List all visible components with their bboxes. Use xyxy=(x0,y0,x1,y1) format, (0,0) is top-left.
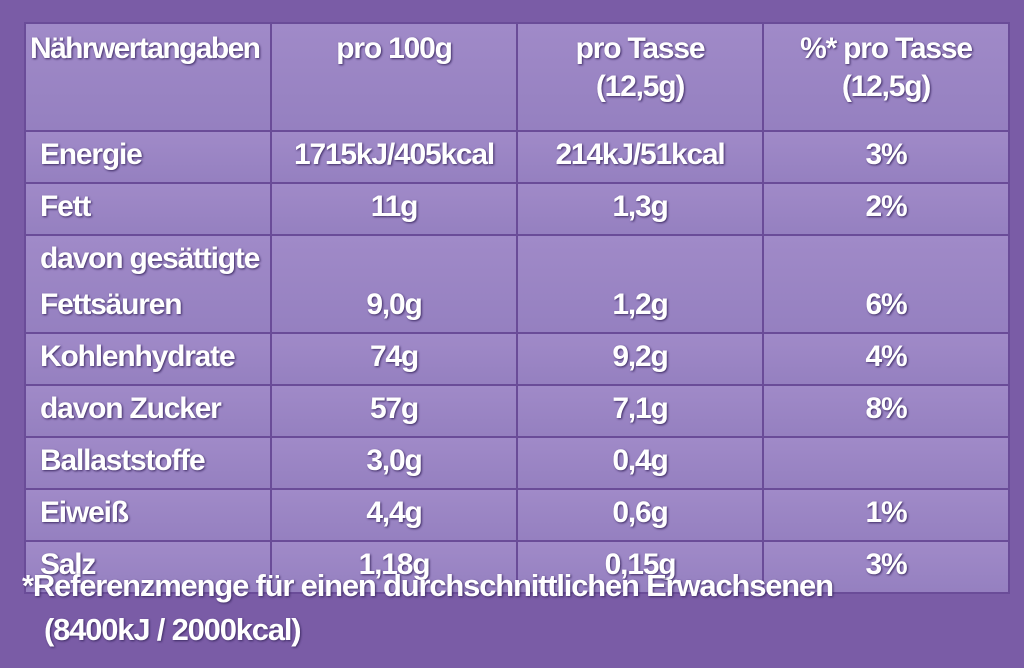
table-cell: 1715kJ/405kcal xyxy=(270,130,518,184)
table-cell xyxy=(762,436,1010,490)
table-cell: 0,6g xyxy=(516,488,764,542)
table-cell: 3% xyxy=(762,130,1010,184)
table-row: davon Zucker 57g 7,1g 8% xyxy=(24,384,1010,438)
table-cell: Fett xyxy=(24,182,272,236)
table-cell: 6% xyxy=(762,234,1010,334)
table-row: Ballaststoffe 3,0g 0,4g xyxy=(24,436,1010,490)
table-cell: 11g xyxy=(270,182,518,236)
table-cell: Energie xyxy=(24,130,272,184)
table-cell: 1,18g xyxy=(270,540,518,594)
table-row: davon gesättigte Fettsäuren 9,0g 1,2g 6% xyxy=(24,234,1010,334)
table-cell: 0,15g xyxy=(516,540,764,594)
table-cell: 214kJ/51kcal xyxy=(516,130,764,184)
footnote: *Referenzmenge für einen durchschnittlic… xyxy=(22,568,834,603)
table-cell: 9,0g xyxy=(270,234,518,334)
table-cell: 2% xyxy=(762,182,1010,236)
table-cell: 8% xyxy=(762,384,1010,438)
table-row: Kohlenhydrate 74g 9,2g 4% xyxy=(24,332,1010,386)
table-cell: 0,4g xyxy=(516,436,764,490)
header-row: Nährwertangaben pro 100g pro Tasse (12,5g)… xyxy=(24,22,1010,132)
table-row: Fett 11g 1,3g 2% xyxy=(24,182,1010,236)
header-cell: %* pro Tasse (12,5g) xyxy=(762,22,1010,132)
table-cell: 57g xyxy=(270,384,518,438)
table-cell: 4% xyxy=(762,332,1010,386)
table-cell: 1,3g xyxy=(516,182,764,236)
table-cell: 9,2g xyxy=(516,332,764,386)
table-cell: davon gesättigte Fettsäuren xyxy=(24,234,272,334)
table-cell: 3,0g xyxy=(270,436,518,490)
table-cell: 3% xyxy=(762,540,1010,594)
table-cell: Eiweiß xyxy=(24,488,272,542)
table-cell: Kohlenhydrate xyxy=(24,332,272,386)
table-row: Energie 1715kJ/405kcal 214kJ/51kcal 3% xyxy=(24,130,1010,184)
header-cell: pro 100g xyxy=(270,22,518,132)
table-cell: 4,4g xyxy=(270,488,518,542)
footnote: (8400kJ / 2000kcal) xyxy=(44,612,302,647)
table-cell: 1% xyxy=(762,488,1010,542)
table-cell: Ballaststoffe xyxy=(24,436,272,490)
table-row: Eiweiß 4,4g 0,6g 1% xyxy=(24,488,1010,542)
table-row: Salz 1,18g 0,15g 3% xyxy=(24,540,1010,594)
table-cell: davon Zucker xyxy=(24,384,272,438)
table-cell: 74g xyxy=(270,332,518,386)
table-cell: Salz xyxy=(24,540,272,594)
table-cell: 1,2g xyxy=(516,234,764,334)
nutrition-table: Nährwertangaben pro 100g pro Tasse (12,5g)… xyxy=(24,22,1010,594)
header-cell: Nährwertangaben xyxy=(24,22,272,132)
header-cell: pro Tasse (12,5g) xyxy=(516,22,764,132)
table-cell: 7,1g xyxy=(516,384,764,438)
